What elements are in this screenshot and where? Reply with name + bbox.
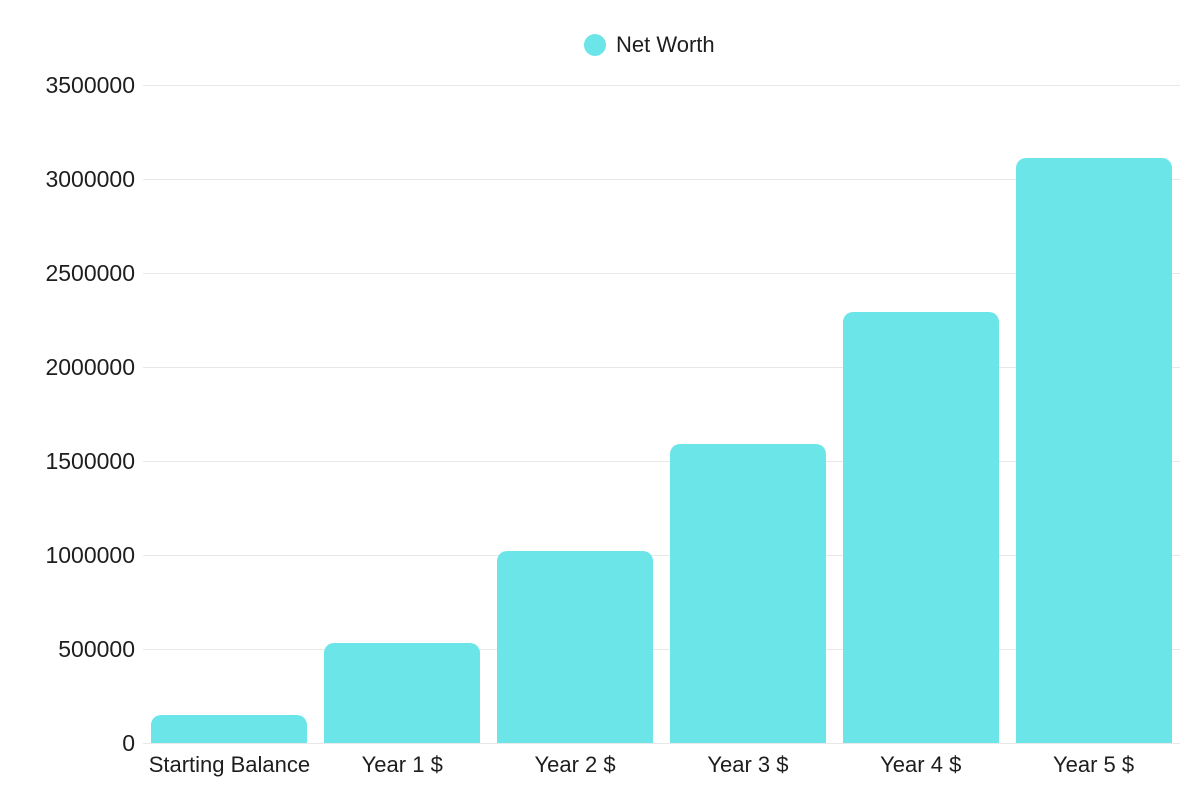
y-axis-tick-label: 500000	[58, 636, 135, 662]
bar-year-3	[669, 444, 826, 743]
legend-label: Net Worth	[616, 32, 715, 57]
y-axis-tick-label: 3500000	[45, 72, 135, 98]
y-axis-tick-label: 2000000	[45, 354, 135, 380]
chart-legend: Net Worth	[584, 32, 715, 58]
x-axis-label-year-3: Year 3 $	[707, 752, 789, 777]
x-axis-label-year-5: Year 5 $	[1052, 752, 1135, 777]
gridline	[143, 85, 1180, 86]
gridline	[143, 649, 1180, 650]
legend-marker-icon	[584, 34, 606, 56]
bar-year-2	[497, 551, 654, 743]
x-axis-label-year-1: Year 1 $	[361, 752, 443, 777]
bar-year-4	[842, 312, 999, 743]
x-axis-label-year-4: Year 4 $	[880, 752, 962, 777]
y-axis-tick-label: 0	[122, 730, 135, 756]
bar-starting-balance	[151, 714, 308, 743]
y-axis-tick-label: 1000000	[45, 542, 135, 568]
x-axis-label-starting-balance: Starting Balance	[148, 752, 311, 777]
x-axis-label-year-2: Year 2 $	[534, 752, 616, 777]
gridline	[143, 367, 1180, 368]
y-axis-tick-label: 2500000	[45, 260, 135, 286]
gridline	[143, 743, 1180, 744]
y-axis-tick-label: 1500000	[45, 448, 135, 474]
y-axis-tick-label: 3000000	[45, 166, 135, 192]
gridline	[143, 555, 1180, 556]
gridline	[143, 461, 1180, 462]
gridline	[143, 273, 1180, 274]
bar-year-1	[324, 643, 481, 743]
gridline	[143, 179, 1180, 180]
bar-year-5	[1015, 158, 1172, 743]
